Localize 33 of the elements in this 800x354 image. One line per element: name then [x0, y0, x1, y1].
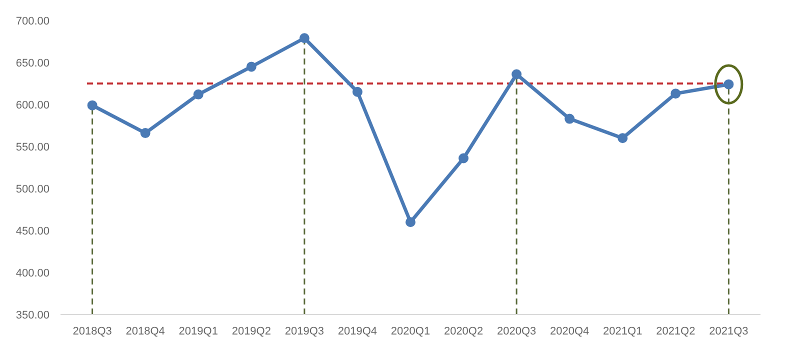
x-tick-label: 2020Q3	[496, 326, 536, 338]
y-tick-label: 700.00	[16, 16, 50, 28]
x-tick-label: 2020Q4	[550, 326, 590, 338]
y-tick-label: 500.00	[16, 184, 50, 196]
point	[458, 153, 469, 164]
point	[299, 33, 310, 44]
point	[670, 88, 681, 99]
x-tick-label: 2019Q4	[338, 326, 378, 338]
x-tick-label: 2020Q1	[390, 326, 430, 338]
y-tick-label: 650.00	[16, 58, 50, 70]
x-tick-label: 2021Q1	[603, 326, 642, 338]
y-tick-label: 450.00	[16, 226, 50, 238]
point	[87, 100, 98, 110]
x-tick-label: 2021Q2	[656, 326, 696, 338]
x-tick-label: 2019Q1	[178, 326, 218, 338]
point	[193, 89, 204, 100]
point	[352, 86, 362, 97]
y-tick-label: 400.00	[16, 268, 50, 280]
point	[564, 114, 575, 124]
y-tick-label: 550.00	[16, 142, 50, 154]
point	[140, 128, 150, 138]
x-tick-label: 2021Q3	[709, 326, 748, 338]
x-tick-label: 2018Q4	[126, 326, 165, 338]
x-tick-label: 2019Q2	[232, 326, 271, 338]
point	[246, 62, 256, 72]
point	[406, 217, 416, 228]
point	[512, 69, 522, 80]
x-tick-label: 2020Q2	[444, 326, 484, 338]
point	[618, 133, 628, 144]
y-tick-label: 350.00	[16, 310, 50, 322]
x-tick-label: 2019Q3	[284, 326, 324, 338]
y-tick-label: 600.00	[16, 100, 50, 112]
x-tick-label: 2018Q3	[72, 326, 112, 338]
